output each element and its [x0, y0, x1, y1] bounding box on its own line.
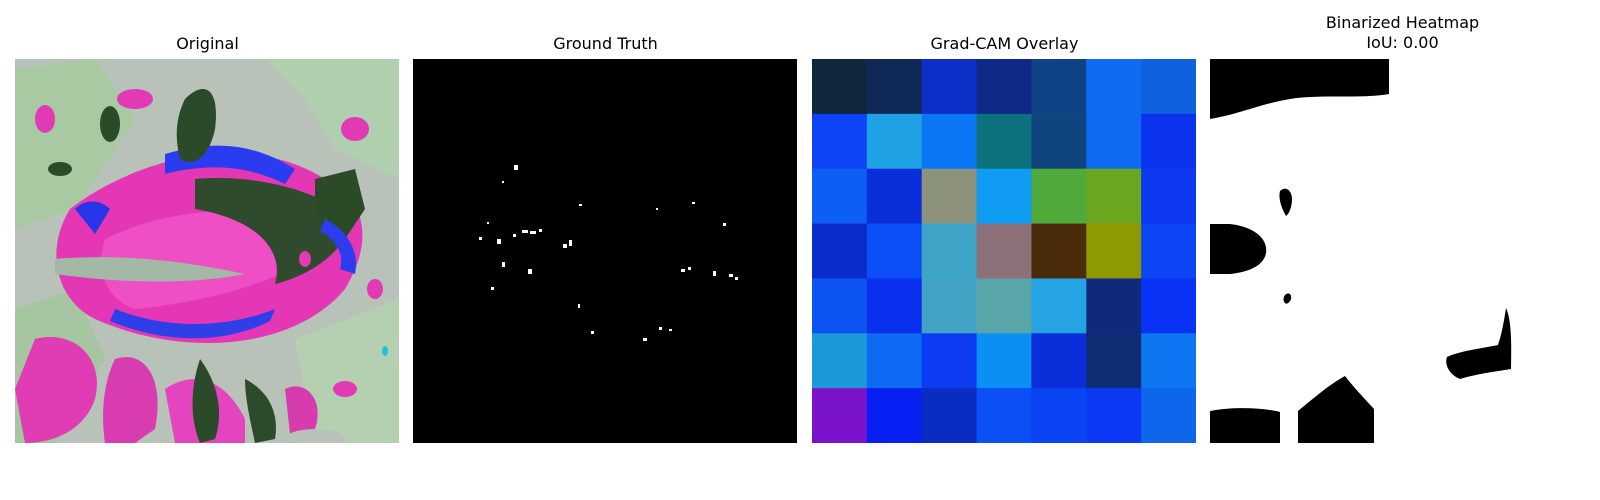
gradcam-cell — [1141, 59, 1196, 115]
gradcam-cell — [1031, 113, 1087, 170]
gradcam-cell — [921, 388, 978, 443]
panel-title-binarized-heatmap: Binarized Heatmap IoU: 0.00 — [1215, 13, 1590, 53]
gradcam-cell — [1086, 168, 1142, 225]
binarized-heatmap — [1210, 59, 1594, 443]
panel-title-ground-truth-text: Ground Truth — [553, 34, 658, 53]
original-image — [15, 59, 399, 443]
gradcam-cell — [812, 223, 868, 279]
gradcam-cell — [1031, 278, 1087, 334]
gradcam-cell — [1141, 333, 1196, 389]
gradcam-cell — [1031, 223, 1087, 279]
gradcam-cell — [976, 278, 1032, 334]
gradcam-cell — [921, 59, 978, 115]
gradcam-cell — [976, 59, 1032, 115]
gradcam-cell — [976, 388, 1032, 443]
gradcam-cell — [1086, 333, 1142, 389]
gradcam-cell — [976, 223, 1032, 279]
gradcam-cell — [1031, 59, 1087, 115]
gradcam-cell — [866, 388, 923, 443]
gradcam-cell — [812, 333, 868, 389]
gradcam-cell — [812, 278, 868, 334]
gradcam-cell — [1031, 333, 1087, 389]
gradcam-cell — [1086, 223, 1142, 279]
panel-title-ground-truth: Ground Truth — [418, 34, 793, 54]
gradcam-cell — [1141, 113, 1196, 170]
gradcam-cell — [866, 113, 923, 170]
gradcam-cell — [1031, 168, 1087, 225]
gradcam-overlay — [812, 59, 1196, 443]
gradcam-cell — [1031, 388, 1087, 443]
panel-title-original-text: Original — [176, 34, 239, 53]
gradcam-cell — [812, 59, 868, 115]
gradcam-cell — [812, 168, 868, 225]
gradcam-cell — [1141, 388, 1196, 443]
gradcam-cell — [921, 113, 978, 170]
gradcam-cell — [921, 168, 978, 225]
gradcam-cell — [1086, 278, 1142, 334]
gradcam-cell — [812, 388, 868, 443]
gradcam-cell — [866, 59, 923, 115]
gradcam-cell — [1086, 113, 1142, 170]
gradcam-cell — [1141, 278, 1196, 334]
gradcam-cell — [976, 113, 1032, 170]
gradcam-cell — [921, 333, 978, 389]
gradcam-cell — [866, 168, 923, 225]
panel-title-gradcam-overlay: Grad-CAM Overlay — [817, 34, 1192, 54]
panel-title-gradcam-overlay-text: Grad-CAM Overlay — [930, 34, 1079, 53]
gradcam-cell — [921, 278, 978, 334]
gradcam-cell — [866, 278, 923, 334]
gradcam-cell — [921, 223, 978, 279]
iou-score: IoU: 0.00 — [1366, 33, 1439, 52]
ground-truth-mask — [413, 59, 797, 443]
gradcam-cell — [1141, 168, 1196, 225]
gradcam-cell — [812, 113, 868, 170]
gradcam-cell — [866, 333, 923, 389]
gradcam-cell — [866, 223, 923, 279]
panel-title-original: Original — [20, 34, 395, 54]
gradcam-cell — [1086, 388, 1142, 443]
gradcam-cell — [1086, 59, 1142, 115]
gradcam-cell — [976, 333, 1032, 389]
gradcam-cell — [976, 168, 1032, 225]
gradcam-cell — [1141, 223, 1196, 279]
panel-title-binarized-heatmap-text: Binarized Heatmap — [1325, 13, 1480, 32]
